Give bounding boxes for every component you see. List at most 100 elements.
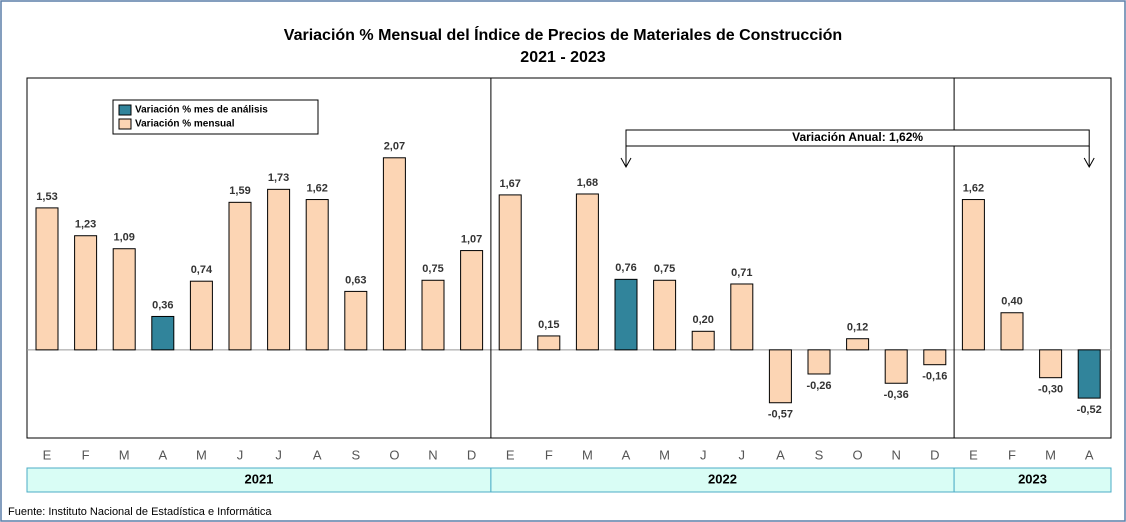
value-label: 0,15 <box>538 319 559 331</box>
value-label: 0,63 <box>345 274 366 286</box>
year-label: 2023 <box>1018 471 1047 486</box>
bar <box>498 194 522 351</box>
bar <box>1000 312 1024 351</box>
legend-label: Variación % mensual <box>135 119 235 130</box>
x-tick-label: M <box>1045 447 1056 462</box>
year-label: 2022 <box>708 471 737 486</box>
bar <box>305 199 329 351</box>
x-tick-label: M <box>119 447 130 462</box>
x-tick-label: S <box>351 447 360 462</box>
bar <box>846 338 870 351</box>
value-label: 0,74 <box>191 264 213 276</box>
value-label: 1,67 <box>499 178 520 190</box>
value-label: -0,30 <box>1038 384 1063 396</box>
value-label: 0,71 <box>731 267 752 279</box>
annotation-box <box>625 129 1090 147</box>
x-tick-label: O <box>389 447 399 462</box>
value-label: 0,75 <box>654 263 675 275</box>
bar <box>691 330 715 351</box>
value-label: -0,16 <box>922 371 947 383</box>
bar <box>35 207 59 351</box>
bar <box>267 188 291 351</box>
bar <box>537 335 561 351</box>
value-label: 0,36 <box>152 299 173 311</box>
value-label: 0,12 <box>847 322 868 334</box>
x-tick-label: J <box>739 447 746 462</box>
legend-box <box>112 99 319 135</box>
x-tick-label: N <box>428 447 437 462</box>
x-tick-label: E <box>969 447 978 462</box>
value-label: 0,75 <box>422 263 443 275</box>
value-label: 1,73 <box>268 172 289 184</box>
legend-swatch <box>118 118 132 130</box>
x-tick-label: A <box>313 447 322 462</box>
value-label: -0,36 <box>884 389 909 401</box>
x-tick-label: J <box>275 447 282 462</box>
value-label: 2,07 <box>384 141 405 153</box>
x-tick-label: J <box>237 447 244 462</box>
bar <box>74 235 98 351</box>
bar <box>344 290 368 351</box>
x-tick-label: E <box>506 447 515 462</box>
bar <box>884 349 908 384</box>
year-label: 2021 <box>244 471 273 486</box>
chart-subtitle: 2021 - 2023 <box>520 49 606 66</box>
x-tick-label: M <box>659 447 670 462</box>
bar <box>575 193 599 351</box>
bar <box>961 199 985 351</box>
x-tick-label: F <box>82 447 90 462</box>
value-label: 1,62 <box>963 182 984 194</box>
bar <box>151 315 175 351</box>
value-label: 1,23 <box>75 219 96 231</box>
bar <box>807 349 831 375</box>
x-tick-label: O <box>853 447 863 462</box>
value-label: 1,62 <box>306 182 327 194</box>
value-label: 1,07 <box>461 233 482 245</box>
value-label: -0,52 <box>1077 404 1102 416</box>
annotation-arrowhead <box>620 157 632 169</box>
bar <box>614 278 638 351</box>
value-label: 0,40 <box>1001 296 1022 308</box>
x-tick-label: S <box>815 447 824 462</box>
legend-swatch <box>118 104 132 116</box>
year-band <box>953 467 1112 493</box>
bar <box>653 279 677 351</box>
value-label: 0,20 <box>692 314 713 326</box>
x-tick-label: J <box>700 447 707 462</box>
source: Fuente: Instituto Nacional de Estadístic… <box>8 506 272 518</box>
legend-label: Variación % mes de análisis <box>135 105 268 116</box>
plot-area <box>26 77 1112 439</box>
bar <box>768 349 792 404</box>
bar <box>382 157 406 351</box>
value-label: -0,57 <box>768 409 793 421</box>
bar <box>112 248 136 351</box>
x-tick-label: M <box>196 447 207 462</box>
value-label: 1,68 <box>577 177 598 189</box>
x-tick-label: E <box>43 447 52 462</box>
x-tick-label: D <box>930 447 939 462</box>
x-tick-label: A <box>622 447 631 462</box>
x-tick-label: A <box>1085 447 1094 462</box>
x-tick-label: N <box>892 447 901 462</box>
value-label: 0,76 <box>615 262 636 274</box>
value-label: 1,53 <box>36 191 57 203</box>
year-band <box>26 467 492 493</box>
bar <box>1077 349 1101 399</box>
x-tick-label: A <box>776 447 785 462</box>
value-label: 1,59 <box>229 185 250 197</box>
bar <box>228 201 252 351</box>
bar <box>923 349 947 366</box>
value-label: 1,09 <box>113 232 134 244</box>
annotation-arrowhead <box>1083 157 1095 169</box>
bar <box>730 283 754 351</box>
bar <box>189 280 213 351</box>
x-tick-label: M <box>582 447 593 462</box>
x-tick-label: A <box>158 447 167 462</box>
chart-title: Variación % Mensual del Índice de Precio… <box>284 25 842 44</box>
annotation: Variación Anual: 1,62% <box>792 130 923 144</box>
x-tick-label: F <box>1008 447 1016 462</box>
bar <box>1039 349 1063 379</box>
bar <box>421 279 445 351</box>
x-tick-label: D <box>467 447 476 462</box>
